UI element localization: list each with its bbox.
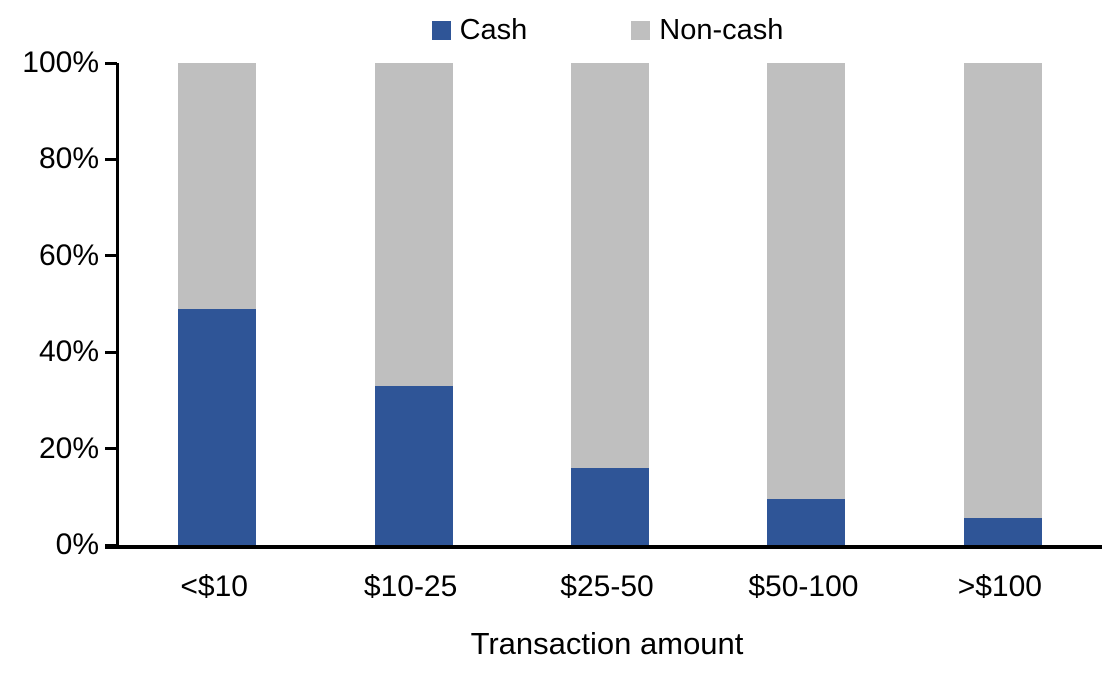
x-label-25-50: $25-50	[560, 570, 654, 603]
y-tick-60	[105, 254, 117, 258]
bar-segment-50-100-cash	[767, 499, 846, 545]
x-label-100: >$100	[957, 570, 1042, 603]
bar-segment-10-non-cash	[178, 63, 257, 309]
y-tick-label-80: 80%	[38, 142, 99, 176]
y-tick-80	[105, 157, 117, 161]
legend-label-cash: Cash	[459, 14, 528, 46]
x-axis-title: Transaction amount	[470, 626, 744, 661]
y-tick-100	[105, 61, 117, 65]
bar-segment-100-non-cash	[963, 63, 1042, 519]
y-tick-20	[105, 447, 117, 451]
bar-cell-50-100	[708, 63, 904, 545]
legend-swatch-cash	[431, 20, 451, 40]
bar-segment-10-25-cash	[374, 385, 453, 545]
bar-10	[178, 63, 257, 545]
bar-25-50	[571, 63, 650, 545]
x-label-10-25: $10-25	[363, 570, 458, 603]
bar-segment-25-50-non-cash	[571, 63, 650, 468]
y-tick-label-20: 20%	[38, 431, 99, 465]
y-tick-label-40: 40%	[38, 335, 99, 369]
bar-segment-10-25-non-cash	[374, 63, 453, 386]
bar-100	[963, 63, 1042, 545]
bar-cell-10	[119, 63, 315, 545]
bar-10-25	[374, 63, 453, 545]
chart-legend: Cash Non-cash	[117, 10, 1098, 50]
x-label-10: <$10	[180, 570, 248, 603]
bar-50-100	[767, 63, 846, 545]
x-axis-line	[105, 545, 1102, 549]
x-label-50-100: $50-100	[748, 570, 859, 603]
bar-segment-10-cash	[178, 308, 257, 545]
y-tick-label-100: 100%	[22, 46, 99, 79]
y-tick-label-60: 60%	[38, 238, 99, 272]
bar-cell-10-25	[315, 63, 511, 545]
y-tick-40	[105, 350, 117, 354]
bar-segment-25-50-cash	[571, 467, 650, 545]
bar-cell-25-50	[512, 63, 708, 545]
y-tick-0	[105, 543, 117, 547]
legend-item-cash: Cash	[431, 10, 528, 50]
y-tick-label-0: 0%	[55, 528, 99, 561]
plot-area	[116, 63, 1101, 545]
legend-item-non-cash: Non-cash	[631, 10, 783, 50]
x-axis-labels: <$10 $10-25 $25-50 $50-100 >$100	[116, 570, 1098, 604]
bar-segment-100-cash	[963, 518, 1042, 545]
bar-segment-50-100-non-cash	[767, 63, 846, 500]
legend-label-non-cash: Non-cash	[659, 14, 784, 46]
bar-cell-100	[905, 63, 1101, 545]
legend-swatch-non-cash	[631, 20, 651, 40]
